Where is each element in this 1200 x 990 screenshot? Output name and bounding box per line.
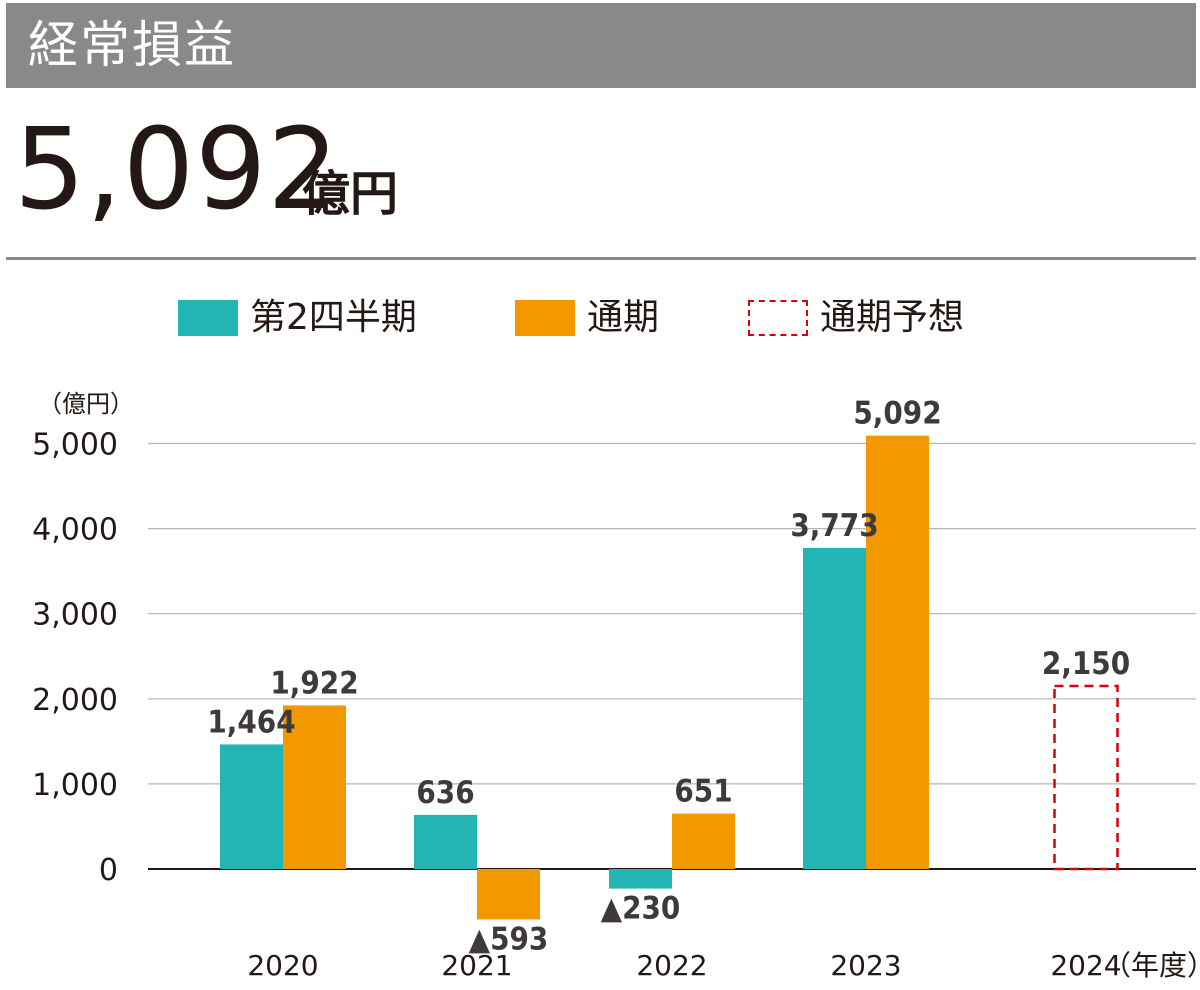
bar-2020-q2	[220, 744, 283, 869]
legend-label-full-year: 通期	[587, 297, 660, 338]
legend-swatch-forecast	[748, 300, 808, 336]
bar-2021-full-year	[477, 869, 540, 920]
data-label: 1,922	[270, 665, 358, 701]
y-tick-label: 1,000	[32, 768, 118, 803]
bar-2022-full-year	[672, 813, 735, 869]
data-label: ▲593	[469, 921, 549, 957]
x-tick-label: 2021	[441, 949, 512, 982]
x-tick-label: 2022	[636, 949, 707, 982]
legend-swatch-full-year	[515, 300, 575, 336]
bar-2023-q2	[803, 547, 866, 869]
divider	[6, 257, 1196, 260]
bar-2023-full-year	[866, 435, 929, 869]
data-labels: 1,464 636 ▲230 3,773 1,922 ▲593 651 5,092 2,150	[207, 396, 1130, 958]
data-label: 3,773	[790, 508, 878, 544]
bars	[220, 435, 1119, 920]
headline-value: 5,092	[14, 105, 340, 235]
data-label: ▲230	[601, 891, 681, 927]
x-tick-label: 2024	[1050, 949, 1121, 982]
data-label: 1,464	[207, 704, 295, 740]
bar-2020-full-year	[283, 705, 346, 869]
x-axis-unit-label: （年度）	[1103, 949, 1200, 982]
legend: 第2四半期 通期 通期予想	[0, 290, 1200, 350]
data-label: 651	[674, 774, 732, 810]
bar-2021-q2	[414, 814, 477, 869]
y-tick-label: 3,000	[32, 598, 118, 633]
y-tick-label: 5,000	[32, 428, 118, 463]
y-tick-label: 0	[99, 853, 118, 888]
bar-2022-q2	[609, 869, 672, 889]
y-tick-label: 2,000	[32, 683, 118, 718]
title-bar: 経常損益	[6, 3, 1196, 88]
y-tick-label: 4,000	[32, 513, 118, 548]
x-tick-label: 2020	[247, 949, 318, 982]
data-label: 636	[416, 775, 474, 811]
page-title: 経常損益	[28, 16, 236, 74]
legend-swatch-q2	[178, 300, 238, 336]
data-label: 5,092	[853, 396, 941, 432]
data-label: 2,150	[1042, 646, 1130, 682]
axis-labels: 0 1,000 2,000 3,000 4,000 5,000 2020 2021 2022 20…	[32, 428, 1122, 983]
x-tick-label: 2023	[830, 949, 901, 982]
headline-unit: 億円	[302, 166, 399, 222]
legend-label-q2: 第2四半期	[250, 297, 417, 338]
y-axis-unit-label: （億円）	[38, 390, 134, 418]
bar-2024-forecast	[1053, 684, 1119, 871]
legend-label-forecast: 通期予想	[820, 297, 965, 338]
